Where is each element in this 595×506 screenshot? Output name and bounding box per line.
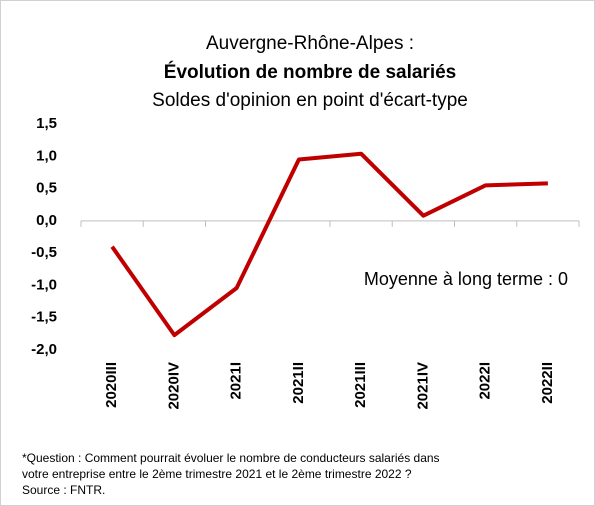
x-tick-label: 2020IV — [165, 362, 182, 410]
y-tick-label: 0,5 — [36, 180, 57, 197]
x-tick-label: 2022I — [477, 362, 494, 400]
chart-subtitle-bold: Évolution de nombre de salariés — [164, 61, 456, 83]
y-tick-label: 0,0 — [36, 212, 57, 229]
x-tick-label: 2021III — [352, 362, 369, 408]
x-tick-label: 2021I — [228, 362, 245, 400]
y-tick-label: 1,0 — [36, 147, 57, 164]
x-tick-label: 2021IV — [414, 362, 431, 410]
annotation: Moyenne à long terme : 0 — [364, 269, 568, 289]
chart-subtitle: Soldes d'opinion en point d'écart-type — [152, 90, 468, 111]
source: Source : FNTR. — [22, 483, 105, 497]
y-tick-label: -2,0 — [31, 341, 57, 358]
x-tick-label: 2020III — [103, 362, 120, 408]
y-tick-label: -1,5 — [31, 309, 57, 326]
y-tick-label: -0,5 — [31, 244, 57, 261]
x-tick-label: 2021II — [290, 362, 307, 404]
footnote: votre entreprise entre le 2ème trimestre… — [22, 467, 412, 481]
footnote: *Question : Comment pourrait évoluer le … — [22, 451, 440, 465]
y-tick-label: -1,0 — [31, 276, 57, 293]
chart-title: Auvergne-Rhône-Alpes : — [206, 33, 414, 54]
x-tick-label: 2022II — [539, 362, 556, 404]
y-tick-label: 1,5 — [36, 115, 57, 132]
line-series — [110, 151, 548, 338]
